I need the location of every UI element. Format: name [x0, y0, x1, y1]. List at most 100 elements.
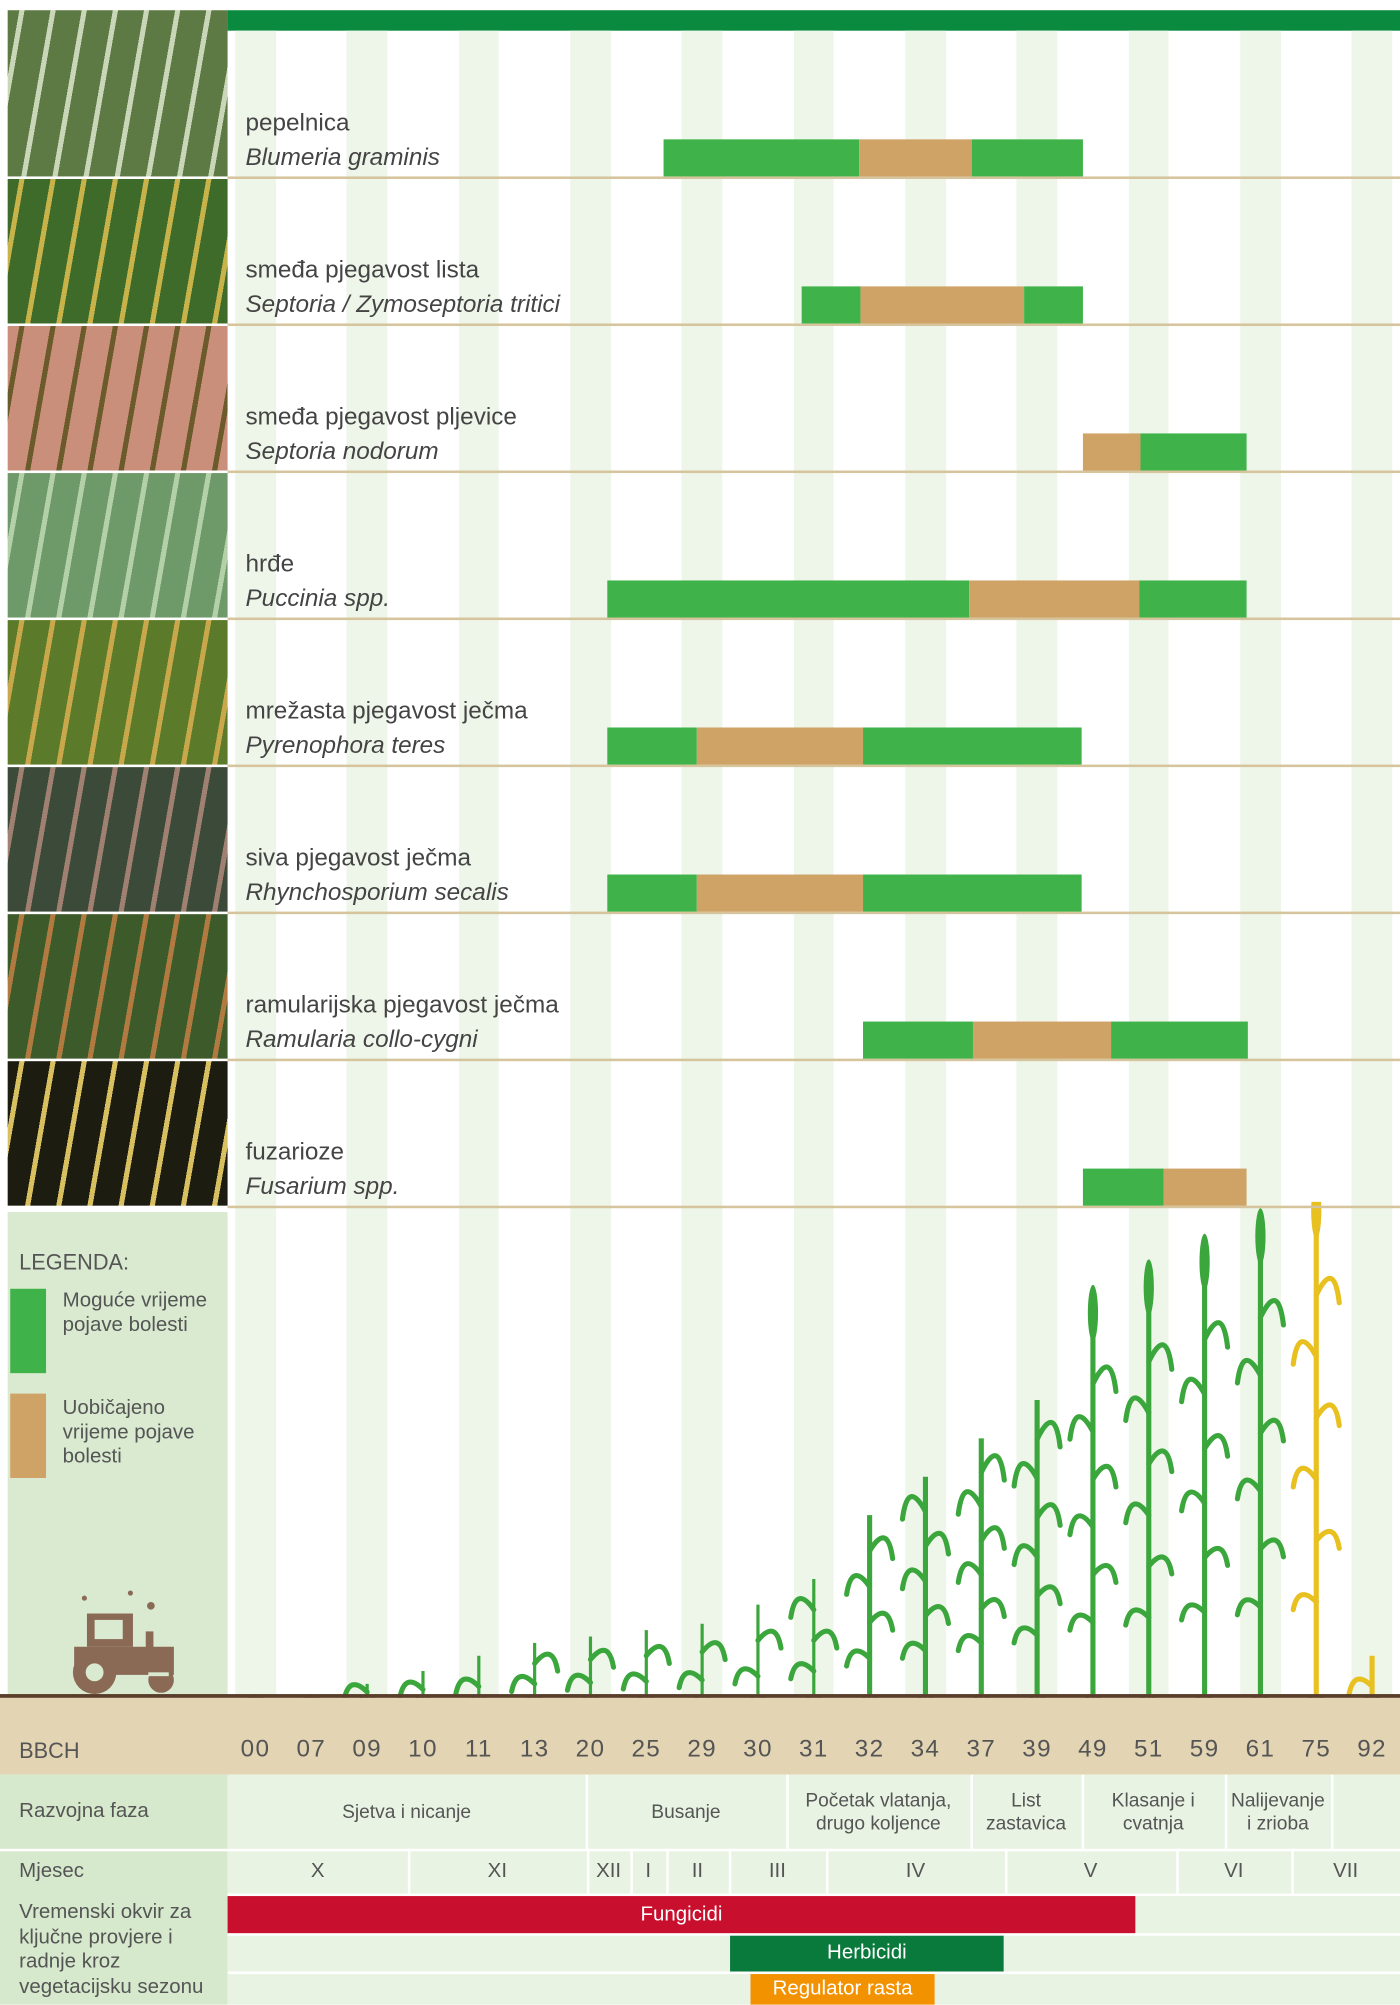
phase-label: Razvojna faza: [19, 1800, 149, 1822]
phase-cell: Klasanje i cvatnja: [1111, 1789, 1195, 1835]
plant-part: [1090, 1563, 1119, 1585]
cell-divider: [1291, 1848, 1294, 1894]
period-bar: [696, 727, 864, 765]
period-bar: [971, 139, 1083, 177]
row-line: [227, 911, 1400, 915]
bbch-code: 13: [519, 1736, 550, 1764]
bbch-row: [0, 1697, 1400, 1775]
plant-part: [699, 1640, 728, 1663]
plant-part: [1346, 1676, 1375, 1697]
stripe: [1351, 30, 1393, 1697]
phase-cell: Nalijevanje i zrioba: [1230, 1789, 1325, 1835]
plant-part: [978, 1525, 1007, 1551]
plant-part: [1123, 1395, 1152, 1424]
plant-part: [1311, 1201, 1322, 1239]
disease-name: hrđe: [245, 551, 295, 578]
month-cell: VII: [1333, 1860, 1359, 1883]
month-label: Mjesec: [19, 1860, 84, 1883]
window-label: Vremenski okvir za ključne provjere i ra…: [19, 1901, 204, 1998]
bbch-code: 10: [408, 1736, 438, 1764]
bbch-code: 34: [910, 1736, 941, 1764]
period-bar: [863, 727, 1082, 765]
bbch-code: 31: [798, 1736, 829, 1764]
plant-part: [732, 1666, 761, 1687]
plant-part: [643, 1644, 672, 1666]
window-bar: Herbicidi: [730, 1935, 1004, 1972]
plant-part: [1202, 1546, 1231, 1568]
plant-part: [1067, 1513, 1096, 1538]
plant-part: [1123, 1607, 1152, 1628]
plant-part: [532, 1651, 561, 1674]
period-bar: [863, 1021, 973, 1059]
plant-part: [788, 1596, 817, 1620]
disease-latin: Septoria / Zymoseptoria tritici: [245, 291, 561, 319]
window-bar: Regulator rasta: [750, 1974, 935, 2005]
row-line: [227, 323, 1400, 327]
cell-divider: [630, 1848, 633, 1894]
plant-stages: [242, 1201, 1386, 1707]
disease-photo: [7, 1061, 228, 1206]
disease-photo: [7, 178, 228, 324]
row-line: [227, 1205, 1400, 1209]
plant-part: [1034, 1419, 1063, 1450]
stripe: [346, 30, 388, 1697]
plant-part: [922, 1604, 952, 1627]
tractor-icon: [72, 1590, 174, 1695]
bbch-code: 39: [1022, 1736, 1052, 1764]
row-divider: [227, 1971, 1400, 1975]
plant-part: [1313, 1275, 1342, 1306]
plant-part: [564, 1672, 594, 1693]
plant-part: [1234, 1358, 1263, 1386]
cell-divider: [825, 1848, 829, 1894]
month-cell: XII: [596, 1860, 622, 1883]
plant-part: [955, 1489, 984, 1517]
bbch-code: 11: [464, 1736, 493, 1764]
period-bar: [1111, 1021, 1248, 1059]
month-cell: IV: [905, 1860, 926, 1883]
row-divider: [227, 1933, 1400, 1936]
period-bar: [969, 580, 1140, 618]
row-label-column: [0, 1774, 228, 2005]
plant-part: [1146, 1448, 1175, 1475]
plant-part: [867, 1610, 896, 1633]
cell-divider: [586, 1848, 590, 1894]
legend-swatch: [10, 1393, 47, 1478]
disease-latin: Rhynchosporium secalis: [245, 879, 509, 907]
period-bar: [1082, 433, 1141, 471]
plant-part: [587, 1647, 617, 1670]
plant-part: [1234, 1597, 1263, 1618]
bbch-code: 30: [743, 1736, 773, 1764]
stripe: [570, 30, 611, 1697]
disease-photo: [7, 620, 228, 765]
bbch-code: 75: [1301, 1736, 1332, 1764]
bbch-code: 59: [1189, 1736, 1220, 1764]
plant-part: [844, 1648, 873, 1669]
plant-part: [1067, 1414, 1096, 1442]
plant-part: [1199, 1233, 1210, 1291]
plant-part: [1255, 1208, 1266, 1265]
period-bar: [860, 286, 1025, 324]
plant-part: [676, 1670, 705, 1691]
disease-name: mrežasta pjegavost ječma: [245, 698, 528, 725]
header-bar: [227, 10, 1400, 31]
plant-part: [1146, 1342, 1175, 1372]
disease-photo: [7, 473, 228, 618]
cell-divider: [1004, 1848, 1008, 1894]
bbch-code: 07: [296, 1736, 327, 1764]
disease-latin: Blumeria graminis: [245, 144, 440, 172]
plant-part: [509, 1673, 538, 1695]
disease-latin: Fusarium spp.: [245, 1173, 400, 1201]
legend-panel: LEGENDA: Moguće vrijeme pojave bolesti U…: [7, 1212, 228, 1697]
plant-part: [978, 1597, 1007, 1620]
period-bar: [607, 874, 697, 912]
plant-part: [899, 1567, 929, 1592]
row-divider: [0, 1848, 1400, 1852]
plant-part: [1202, 1433, 1231, 1459]
plant-part: [1179, 1376, 1208, 1405]
plant-part: [1090, 1364, 1119, 1395]
plant-part: [1179, 1602, 1208, 1623]
bbch-code: 00: [240, 1736, 271, 1764]
cell-divider: [407, 1848, 411, 1894]
legend-swatch: [10, 1288, 47, 1374]
